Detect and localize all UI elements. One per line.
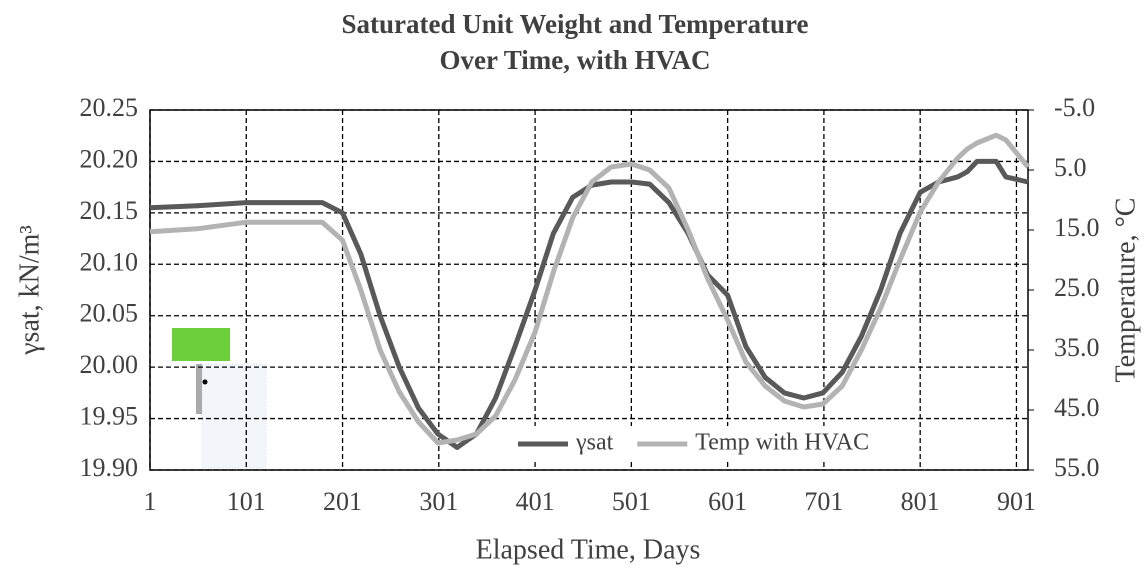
inset-figure [172, 328, 267, 469]
inset-grid [201, 363, 267, 469]
x-tick-label: 801 [901, 487, 940, 516]
inset-dot [202, 379, 208, 385]
x-tick-label: 401 [516, 487, 555, 516]
x-tick-label: 101 [227, 487, 266, 516]
x-tick-label: 601 [708, 487, 747, 516]
inset-box [172, 328, 230, 361]
y2-tick-label: 45.0 [1054, 393, 1100, 422]
data-line [149, 158, 1029, 450]
y-tick-label: 20.20 [80, 144, 139, 173]
y2-tick-label: 55.0 [1054, 453, 1100, 482]
legend-label: Temp with HVAC [695, 430, 869, 456]
x-tick-label: 501 [612, 487, 651, 516]
y2-tick-label: -5.0 [1054, 93, 1095, 122]
chart-title: Saturated Unit Weight and Temperature [341, 9, 808, 39]
y2-axis-title: Temperature, °C [1110, 198, 1141, 383]
y-tick-label: 20.10 [80, 247, 139, 276]
y-axis-title: γsat, kN/m³ [14, 225, 45, 356]
data-line [149, 132, 1030, 446]
plot-frame [149, 109, 1029, 471]
y2-tick-label: 15.0 [1054, 213, 1100, 242]
y-tick-label: 20.05 [80, 299, 139, 328]
y-tick-label: 19.90 [80, 453, 139, 482]
y-tick-label: 20.25 [80, 93, 139, 122]
y-tick-label: 19.95 [80, 402, 139, 431]
x-tick-label: 301 [419, 487, 458, 516]
legend-label: γsat [575, 430, 614, 456]
y-tick-label: 20.00 [80, 350, 139, 379]
x-tick-label: 1 [144, 487, 157, 516]
x-tick-label: 201 [323, 487, 362, 516]
legend-background [514, 426, 874, 462]
y2-tick-label: 35.0 [1054, 333, 1100, 362]
x-tick-label: 901 [997, 487, 1036, 516]
x-axis-title: Elapsed Time, Days [476, 534, 701, 565]
y2-tick-label: 5.0 [1054, 153, 1087, 182]
chart-title: Over Time, with HVAC [439, 45, 710, 75]
x-tick-label: 701 [804, 487, 843, 516]
inset-pile [196, 364, 202, 414]
y-tick-label: 20.15 [80, 196, 139, 225]
y2-tick-label: 25.0 [1054, 273, 1100, 302]
